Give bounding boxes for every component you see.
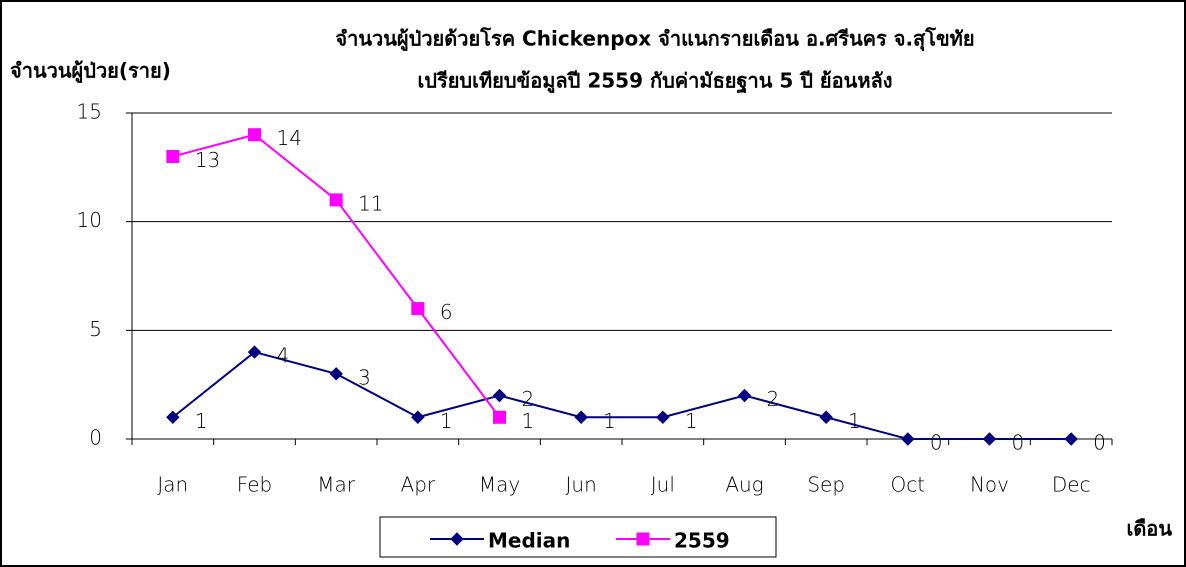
data-label: 4 [277, 344, 290, 368]
x-tick-label: May [479, 473, 520, 497]
data-point [819, 410, 833, 424]
y-tick-label: 10 [77, 208, 102, 232]
data-point [411, 410, 425, 424]
data-label: 6 [440, 300, 453, 324]
data-point [737, 388, 752, 403]
data-label: 1 [848, 409, 861, 433]
legend-label: 2559 [674, 529, 730, 553]
y-tick-label: 5 [89, 317, 102, 341]
data-label: 2 [767, 387, 780, 411]
data-label: 1 [440, 409, 453, 433]
chart-title: จำนวนผู้ป่วยด้วยโรค Chickenpox จำแนกรายเ… [335, 27, 974, 53]
legend-label: Median [488, 529, 570, 553]
data-point [329, 193, 343, 207]
data-point [1064, 432, 1078, 446]
data-point [656, 410, 670, 424]
x-tick-label: Jan [157, 473, 188, 497]
x-tick-label: Feb [237, 473, 272, 497]
data-label: 2 [522, 387, 535, 411]
data-label: 1 [603, 409, 616, 433]
data-point [166, 149, 180, 163]
legend-box [379, 516, 777, 558]
data-point [248, 128, 261, 142]
data-point [492, 388, 507, 403]
y-axis-label: จำนวนผู้ป่วย(ราย) [10, 59, 171, 85]
data-point [329, 367, 343, 381]
data-point [247, 345, 262, 359]
data-label: 11 [358, 191, 383, 215]
data-label: 0 [1012, 431, 1025, 455]
data-point [574, 410, 588, 424]
data-point [166, 410, 180, 424]
x-tick-label: Nov [970, 473, 1009, 497]
data-point [901, 432, 915, 446]
x-tick-label: Jun [566, 473, 597, 497]
x-tick-label: Dec [1052, 473, 1091, 497]
x-axis-label: เดือน [1126, 517, 1172, 541]
chart-subtitle: เปรียบเทียบข้อมูลปี 2559 กับค่ามัธยฐาน 5… [417, 69, 892, 95]
y-tick-label: 0 [89, 426, 102, 450]
x-tick-label: Oct [891, 473, 926, 497]
x-tick-label: Jul [651, 473, 675, 497]
data-label: 3 [358, 365, 371, 389]
x-tick-label: Sep [807, 473, 845, 497]
legend-marker [636, 532, 650, 546]
data-label: 1 [522, 409, 535, 433]
data-point [411, 302, 425, 316]
data-point [982, 432, 997, 446]
x-tick-label: Aug [725, 473, 763, 497]
data-label: 1 [195, 409, 208, 433]
data-label: 0 [1093, 431, 1106, 455]
data-point [493, 410, 506, 424]
legend-marker [450, 532, 464, 546]
x-tick-label: Apr [401, 473, 436, 497]
x-tick-label: Mar [317, 473, 356, 497]
y-tick-label: 15 [77, 100, 102, 124]
data-label: 1 [685, 409, 698, 433]
data-label: 0 [930, 431, 943, 455]
series-line [172, 350, 1072, 440]
data-label: 14 [277, 126, 302, 150]
data-label: 13 [195, 148, 220, 172]
